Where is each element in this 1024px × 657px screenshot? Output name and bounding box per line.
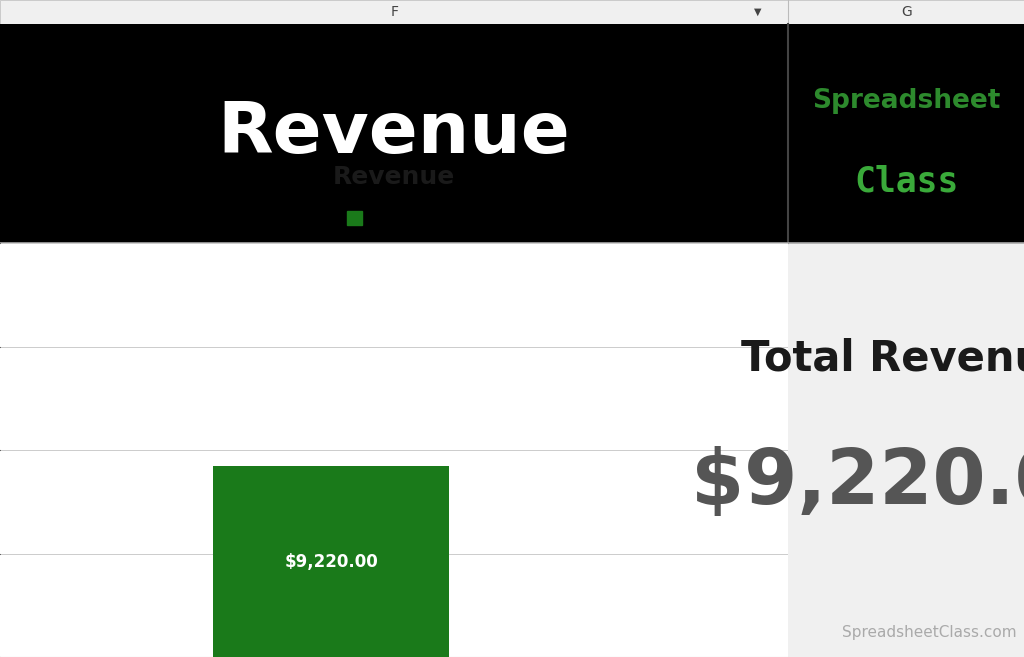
Text: $9,220.00: $9,220.00 bbox=[691, 446, 1024, 520]
Legend: Revenue: Revenue bbox=[341, 205, 447, 233]
Text: Total Revenue: Total Revenue bbox=[740, 338, 1024, 380]
Text: G: G bbox=[901, 5, 911, 19]
Text: Spreadsheet: Spreadsheet bbox=[812, 88, 1000, 114]
Bar bbox=[213, 466, 450, 657]
Text: Revenue: Revenue bbox=[333, 166, 456, 189]
Text: SpreadsheetClass.com: SpreadsheetClass.com bbox=[843, 625, 1017, 641]
Bar bbox=[0, 0, 1024, 24]
Text: Revenue: Revenue bbox=[218, 99, 570, 168]
Text: Class: Class bbox=[854, 165, 958, 199]
Text: F: F bbox=[390, 5, 398, 19]
Bar bbox=[788, 24, 1024, 243]
Bar bbox=[0, 24, 788, 243]
Text: $9,220.00: $9,220.00 bbox=[285, 553, 378, 570]
Text: ▼: ▼ bbox=[754, 7, 762, 17]
